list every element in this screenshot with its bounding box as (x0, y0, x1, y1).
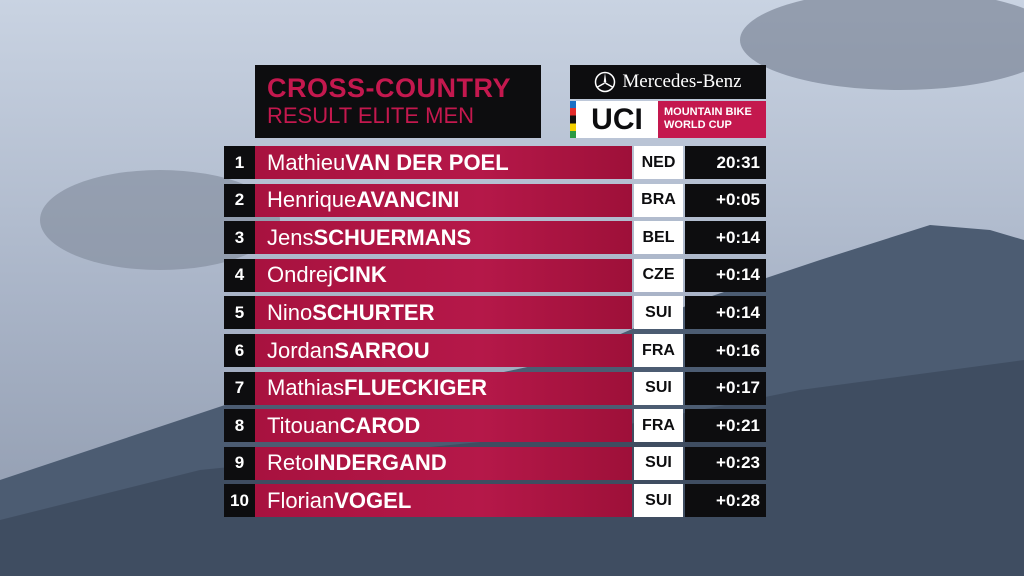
last-name: SARROU (334, 337, 430, 363)
sponsor-name: Mercedes-Benz (622, 71, 742, 92)
sponsor-logo: Mercedes-Benz (570, 65, 766, 99)
time: +0:23 (685, 446, 766, 480)
rank: 5 (224, 296, 255, 330)
rank: 4 (224, 258, 255, 292)
last-name: CAROD (339, 412, 421, 438)
first-name: Titouan (267, 412, 340, 438)
first-name: Nino (267, 299, 313, 325)
rider-name: Nino SCHURTER (255, 296, 632, 330)
last-name: INDERGAND (313, 450, 447, 476)
first-name: Mathias (267, 375, 345, 401)
nation: CZE (634, 258, 683, 292)
subtitle: RESULT ELITE MEN (267, 103, 475, 128)
uci-logo: UCI (570, 101, 658, 138)
last-name: VAN DER POEL (345, 149, 509, 175)
first-name: Mathieu (267, 149, 346, 175)
nation: BEL (634, 221, 683, 255)
event-name: MOUNTAIN BIKE WORLD CUP (658, 101, 766, 138)
first-name: Jordan (267, 337, 335, 363)
nation: SUI (634, 371, 683, 405)
nation: SUI (634, 484, 683, 518)
rank: 8 (224, 409, 255, 443)
time: 20:31 (685, 146, 766, 179)
event-line: WORLD CUP (664, 119, 732, 131)
rider-name: Henrique AVANCINI (255, 183, 632, 217)
first-name: Jens (267, 224, 314, 250)
time: +0:21 (685, 409, 766, 443)
nation: BRA (634, 183, 683, 217)
nation: SUI (634, 446, 683, 480)
rank: 3 (224, 221, 255, 255)
rank: 9 (224, 446, 255, 480)
star-icon (595, 71, 616, 93)
first-name: Henrique (267, 187, 357, 213)
rider-name: Mathias FLUECKIGER (255, 371, 632, 405)
nation: FRA (634, 409, 683, 443)
last-name: VOGEL (334, 487, 412, 513)
last-name: SCHUERMANS (313, 224, 472, 250)
event-line: MOUNTAIN BIKE (664, 106, 752, 118)
first-name: Florian (267, 487, 335, 513)
title-box: CROSS-COUNTRY RESULT ELITE MEN (255, 65, 541, 138)
time: +0:16 (685, 334, 766, 367)
rider-name: Reto INDERGAND (255, 446, 632, 480)
rider-name: Florian VOGEL (255, 484, 632, 518)
rider-name: Ondrej CINK (255, 258, 632, 292)
title: CROSS-COUNTRY (267, 73, 512, 103)
nation: NED (634, 146, 683, 179)
rider-name: Jens SCHUERMANS (255, 221, 632, 255)
event-logo: UCI MOUNTAIN BIKE WORLD CUP (570, 101, 766, 138)
first-name: Ondrej (267, 262, 334, 288)
rank: 2 (224, 183, 255, 217)
last-name: FLUECKIGER (344, 375, 488, 401)
rider-name: Titouan CAROD (255, 409, 632, 443)
last-name: SCHURTER (312, 299, 435, 325)
rank: 10 (224, 484, 255, 518)
last-name: CINK (333, 262, 387, 288)
time: +0:14 (685, 258, 766, 292)
time: +0:05 (685, 183, 766, 217)
first-name: Reto (267, 450, 314, 476)
last-name: AVANCINI (356, 187, 460, 213)
time: +0:28 (685, 484, 766, 518)
rider-name: Mathieu VAN DER POEL (255, 146, 632, 179)
nation: SUI (634, 296, 683, 330)
time: +0:14 (685, 221, 766, 255)
rank: 6 (224, 334, 255, 367)
rank: 1 (224, 146, 255, 179)
time: +0:14 (685, 296, 766, 330)
rider-name: Jordan SARROU (255, 334, 632, 367)
time: +0:17 (685, 371, 766, 405)
nation: FRA (634, 334, 683, 367)
rank: 7 (224, 371, 255, 405)
